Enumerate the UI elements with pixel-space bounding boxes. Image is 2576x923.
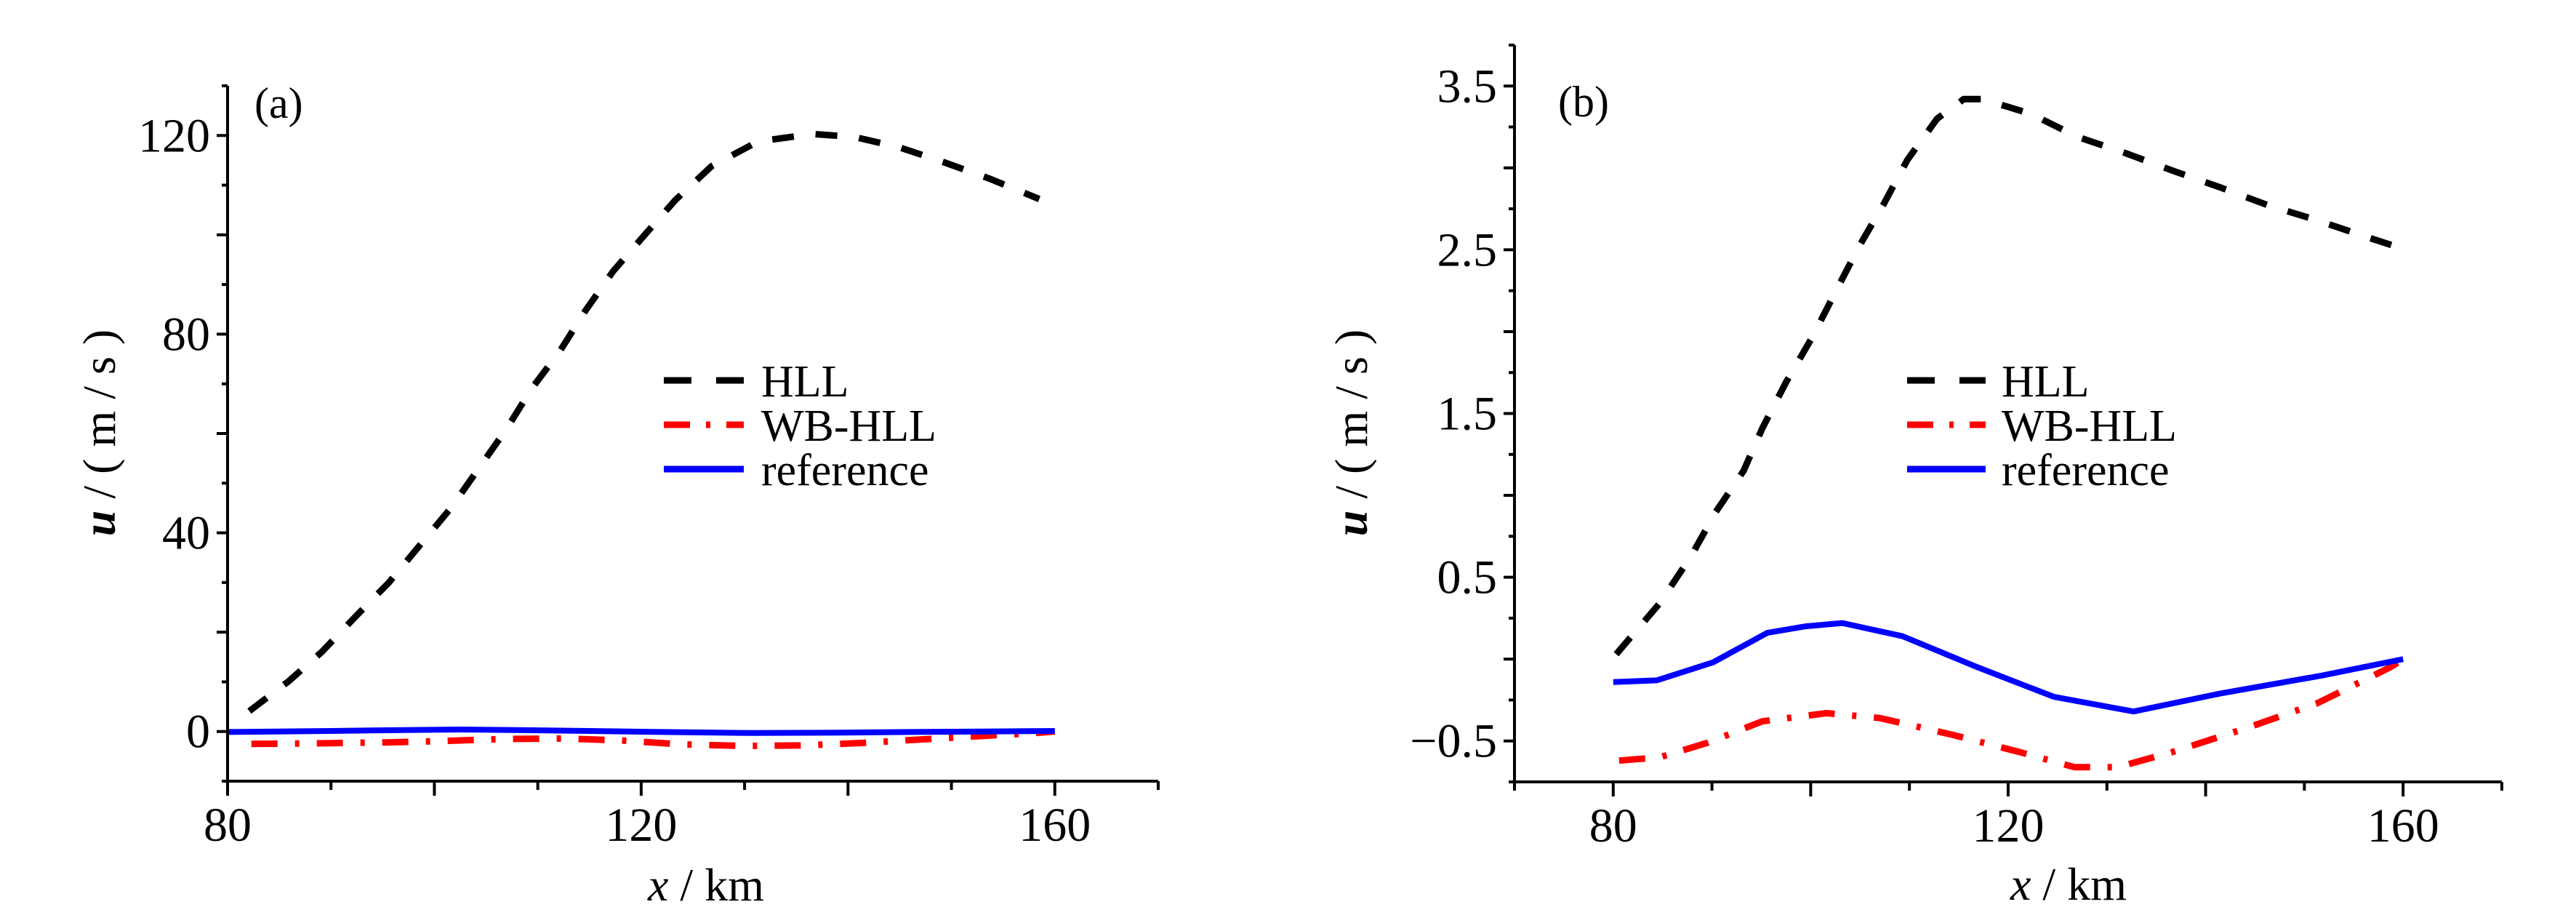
x-tick-label: 160	[2367, 799, 2439, 852]
x-axis-unit: / km	[2031, 858, 2127, 910]
x-axis-label: x / km	[647, 859, 764, 911]
panel-label: (a)	[254, 79, 303, 127]
x-axis-var: x	[2010, 858, 2031, 910]
y-axis-var: u	[73, 511, 125, 537]
series-layer	[1613, 95, 2407, 771]
panel-b: −0.5 0.5 1.5 2.5 3.5 80 120 160 (b) u / ( m / s…	[1325, 44, 2503, 910]
x-axis-unit: / km	[668, 859, 764, 911]
y-tick-label: 2.5	[1437, 223, 1498, 276]
legend-label: WB-HLL	[2002, 401, 2177, 451]
y-axis-label: u / ( m / s )	[1325, 329, 1377, 536]
x-tick-label: 80	[204, 799, 252, 852]
x-axis-label: x / km	[2010, 858, 2127, 910]
y-axis-label: u / ( m / s )	[73, 329, 125, 536]
series-layer	[227, 130, 1056, 749]
x-tick-label: 80	[1589, 799, 1637, 852]
legend-label: WB-HLL	[761, 401, 936, 451]
y-axis-unit: / ( m / s )	[73, 329, 125, 511]
legend-label: HLL	[2002, 357, 2090, 407]
y-tick-label: −0.5	[1410, 715, 1497, 768]
series-line-reference	[1613, 620, 2404, 715]
y-axis-var: u	[1325, 511, 1377, 537]
axes: 0 40 80 120 80 120 160	[138, 84, 1160, 852]
x-tick-label: 120	[605, 799, 677, 852]
legend-label: reference	[2002, 446, 2170, 495]
legend-label: HLL	[761, 357, 849, 407]
x-axis-var: x	[647, 859, 668, 911]
x-tick-label: 160	[1019, 799, 1091, 852]
panel-label: (b)	[1558, 78, 1609, 126]
y-tick-label: 120	[138, 109, 210, 162]
y-tick-label: 40	[162, 507, 210, 560]
y-tick-label: 0.5	[1437, 551, 1498, 604]
y-tick-label: 80	[162, 308, 210, 361]
axes: −0.5 0.5 1.5 2.5 3.5 80 120 160	[1410, 44, 2503, 852]
y-tick-label: 1.5	[1437, 388, 1498, 441]
series-line-wb-hll	[1618, 656, 2405, 771]
panel-a: 0 40 80 120 80 120 160 (a) u / ( m / s ) x / k…	[73, 79, 1160, 911]
series-line-wb-hll	[251, 728, 1056, 749]
legend-label: reference	[761, 446, 929, 495]
y-axis-unit: / ( m / s )	[1325, 329, 1377, 511]
y-tick-label: 0	[186, 706, 210, 759]
series-line-reference	[227, 727, 1055, 736]
x-tick-label: 120	[1973, 799, 2045, 852]
series-line-hll	[247, 130, 1041, 714]
y-tick-label: 3.5	[1437, 60, 1498, 113]
